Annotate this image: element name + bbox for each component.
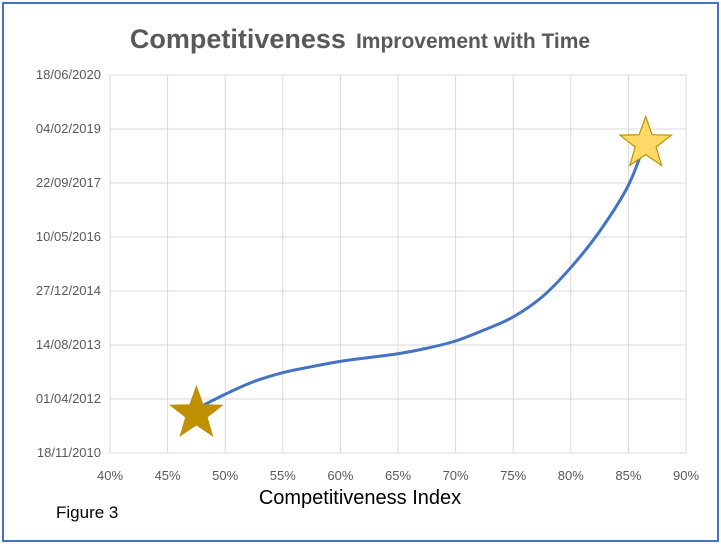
end-star: [618, 114, 674, 167]
x-tick-label: 90%: [673, 468, 699, 483]
x-tick-label: 40%: [97, 468, 123, 483]
x-tick-label: 50%: [212, 468, 238, 483]
y-tick-label: 27/12/2014: [36, 283, 101, 298]
x-tick-label: 65%: [385, 468, 411, 483]
figure-caption: Figure 3: [56, 503, 118, 522]
y-tick-label: 22/09/2017: [36, 175, 101, 190]
y-tick-label: 10/05/2016: [36, 229, 101, 244]
x-tick-label: 60%: [327, 468, 353, 483]
x-tick-label: 70%: [443, 468, 469, 483]
y-tick-label: 18/11/2010: [37, 445, 101, 460]
start-star: [169, 384, 224, 437]
y-tick-label: 01/04/2012: [36, 391, 101, 406]
x-tick-label: 45%: [155, 468, 181, 483]
x-tick-label: 85%: [615, 468, 641, 483]
x-tick-label: 75%: [500, 468, 526, 483]
x-axis-label: Competitiveness Index: [259, 487, 461, 509]
series-layer: [194, 139, 648, 411]
y-axis-ticks: 18/11/2010 01/04/2012 14/08/2013 27/12/2014…: [36, 67, 101, 460]
x-tick-label: 55%: [270, 468, 296, 483]
chart-title: Competitiveness Improvement with Time: [130, 24, 590, 54]
chart-subtitle: Improvement with Time: [356, 30, 590, 53]
series-line: [194, 139, 648, 411]
y-tick-label: 04/02/2019: [36, 121, 101, 136]
x-tick-label: 80%: [558, 468, 584, 483]
x-axis-ticks: 40% 45% 50% 55% 60% 65% 70% 75% 80% 85% 90%: [97, 468, 699, 483]
y-tick-label: 18/06/2020: [36, 67, 101, 82]
chart-title-main: Competitiveness: [130, 24, 346, 54]
y-tick-label: 14/08/2013: [36, 337, 101, 352]
markers-layer: [169, 114, 674, 437]
